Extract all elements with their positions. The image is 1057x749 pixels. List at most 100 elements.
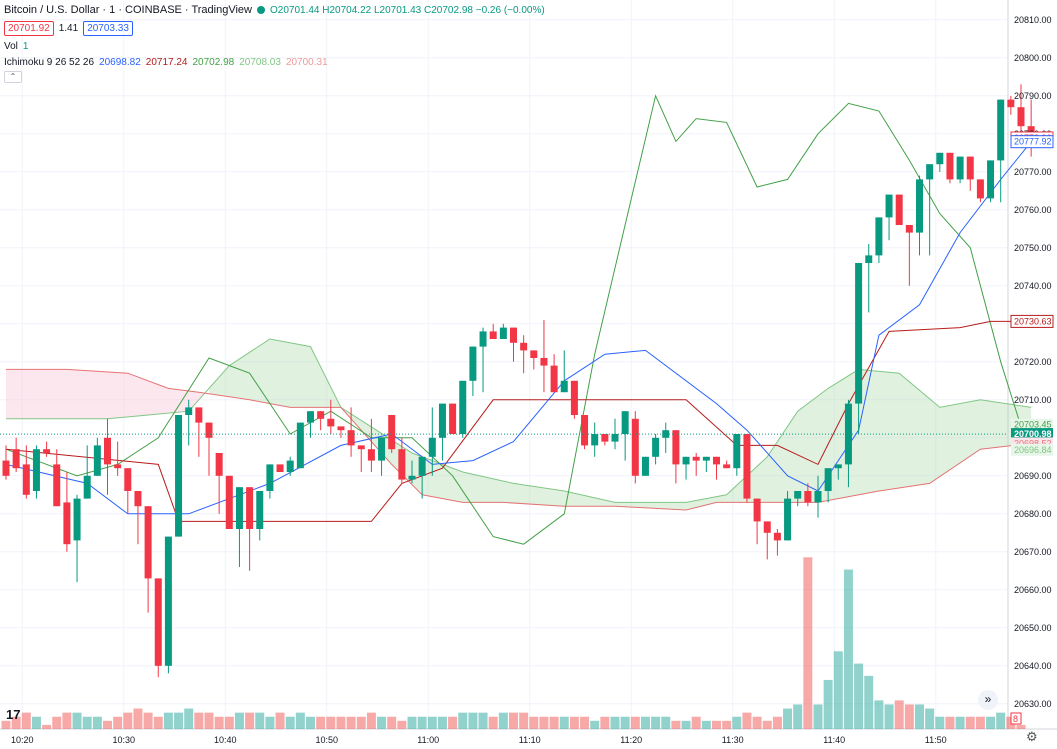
volume-bar [590,720,600,729]
volume-bar [224,716,234,729]
candlesticks [2,84,1035,678]
candle-body [205,422,213,438]
candle-body [905,225,913,233]
base-badge-box [1010,314,1054,328]
symbol-title[interactable]: Bitcoin / U.S. Dollar · 1 · COINBASE · T… [4,4,252,16]
candle [479,327,487,393]
candle-body [987,160,995,199]
volume-bar [326,716,336,729]
candle-body [185,407,193,415]
candle-body [550,365,558,393]
candle-body [560,380,568,393]
last-price-badge: 20700.98 [1014,429,1052,439]
candle [347,407,355,457]
candle-body [834,464,842,469]
volume-bar [894,700,904,729]
candle [124,468,132,514]
candle [1017,84,1025,138]
candle-body [956,156,964,180]
candle [581,415,589,450]
candle [804,483,812,507]
volume-bar [539,716,549,729]
price-tick-label: 20710.00 [1014,395,1052,405]
buy-price-button[interactable]: 20703.33 [83,21,133,36]
candle [32,445,40,499]
candle [936,152,944,172]
span-a-value: 20708.03 [239,57,281,68]
volume-bar [965,716,975,729]
volume-bar [448,716,458,729]
candle [672,430,680,484]
volume-bar [854,663,864,729]
volume-bar [417,716,427,729]
ichimoku-legend[interactable]: Ichimoku 9 26 52 26 20698.82 20717.24 20… [4,57,328,68]
volume-badge: 8 [1013,714,1018,724]
market-status-icon [257,6,265,14]
tradingview-logo-icon[interactable]: 17 [6,707,21,722]
sell-price-button[interactable]: 20701.92 [4,21,54,36]
time-tick-label: 11:40 [823,735,845,745]
candle [205,422,213,476]
candle [195,407,203,457]
candle-body [814,491,822,503]
lagging-span-line [5,94,1022,545]
candle-body [134,491,142,507]
volume-bar [163,712,173,729]
candle [489,323,497,339]
candle [987,160,995,203]
candle-body [428,437,436,457]
candle [175,415,183,537]
candle [520,335,528,374]
candle-body [489,331,497,339]
volume-bar [630,716,640,729]
candle-body [53,464,61,507]
candle [63,472,71,552]
volume-bar [356,716,366,729]
candle [246,487,254,571]
volume-bar [113,716,123,729]
price-tick-label: 20690.00 [1014,471,1052,481]
candle-body [276,464,284,472]
candle [692,453,700,476]
candle [408,460,416,484]
volume-bar [275,712,285,729]
candle-body [337,426,345,431]
price-tick-label: 20670.00 [1014,547,1052,557]
volume-bar [935,716,945,729]
price-tick-label: 20720.00 [1014,357,1052,367]
candle [753,498,761,545]
volume-bar [722,720,732,729]
price-tick-label: 20770.00 [1014,167,1052,177]
volume-bar [174,712,184,729]
candle-body [652,437,660,457]
candle-body [347,430,355,446]
candle [702,456,710,472]
volume-bar [285,716,295,729]
candle [307,411,314,438]
candle [438,403,446,461]
span-b-value: 20700.31 [285,57,328,68]
candle-body [479,331,487,347]
candle-body [966,156,974,180]
gear-icon[interactable]: ⚙ [1026,729,1038,744]
volume-bar [651,716,661,729]
volume-bar [661,716,671,729]
volume-bar [92,716,102,729]
conversion-badge: 20777.92 [1014,137,1052,147]
volume-bar [245,712,255,729]
volume-bar [1,720,11,729]
volume-bar [133,708,143,729]
candle [43,441,51,457]
volume-bar [732,716,742,729]
volume-bar [42,724,52,729]
candle-body [784,498,792,541]
collapse-legend-button[interactable]: ⌃ [4,71,22,83]
candle-body [1017,107,1025,127]
scroll-to-realtime-button[interactable]: » [978,690,998,710]
volume-legend[interactable]: Vol 1 [4,41,28,52]
candle [428,407,436,476]
ichimoku-cloud [6,339,1032,510]
price-tick-label: 20680.00 [1014,509,1052,519]
volume-bar [153,716,163,729]
